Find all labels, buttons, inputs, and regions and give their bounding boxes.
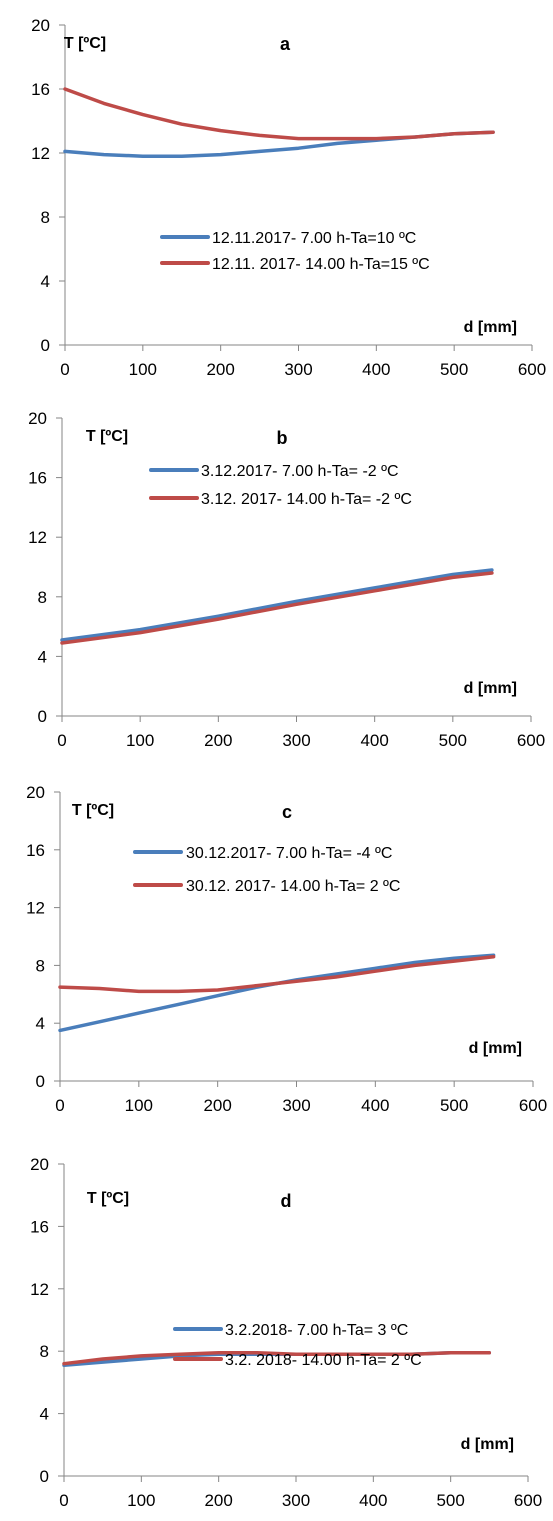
x-tick-label: 200 — [204, 1491, 232, 1510]
x-tick-label: 400 — [359, 1491, 387, 1510]
y-tick-label: 4 — [40, 1405, 49, 1424]
x-tick-label: 500 — [436, 1491, 464, 1510]
y-tick-label: 0 — [36, 1072, 45, 1091]
y-axis-title: T [ºC] — [72, 802, 114, 819]
legend-label: 12.11. 2017- 14.00 h-Ta=15 ºC — [212, 256, 430, 273]
x-axis-title: d [mm] — [469, 1040, 522, 1057]
y-tick-label: 0 — [41, 336, 50, 355]
x-tick-label: 200 — [203, 1096, 231, 1115]
series-line-afternoon — [62, 1351, 492, 1366]
panel-letter: c — [282, 802, 292, 822]
x-tick-label: 0 — [57, 731, 66, 750]
x-tick-label: 400 — [362, 360, 390, 379]
y-tick-label: 16 — [31, 80, 50, 99]
x-tick-label: 300 — [282, 731, 310, 750]
panel-letter: d — [281, 1191, 292, 1211]
y-axis-title: T [ºC] — [86, 428, 128, 445]
y-tick-label: 12 — [31, 144, 50, 163]
y-tick-label: 20 — [31, 16, 50, 35]
legend-label: 3.2.2018- 7.00 h-Ta= 3 ºC — [225, 1322, 408, 1339]
y-axis-title: T [ºC] — [87, 1190, 129, 1207]
legend-label: 3.12.2017- 7.00 h-Ta= -2 ºC — [201, 463, 399, 480]
x-axis-title: d [mm] — [464, 319, 517, 336]
x-tick-label: 600 — [514, 1491, 542, 1510]
x-tick-label: 0 — [55, 1096, 64, 1115]
x-tick-label: 100 — [127, 1491, 155, 1510]
y-tick-label: 4 — [36, 1014, 45, 1033]
x-tick-label: 600 — [517, 731, 545, 750]
x-tick-label: 0 — [60, 360, 69, 379]
x-tick-label: 100 — [129, 360, 157, 379]
y-tick-label: 8 — [41, 208, 50, 227]
x-tick-label: 0 — [59, 1491, 68, 1510]
series-line-afternoon — [60, 571, 494, 645]
x-tick-label: 500 — [440, 360, 468, 379]
legend-label: 12.11.2017- 7.00 h-Ta=10 ºC — [212, 230, 416, 247]
y-tick-label: 20 — [28, 409, 47, 428]
legend-label: 3.12. 2017- 14.00 h-Ta= -2 ºC — [201, 491, 412, 508]
y-axis-title: T [ºC] — [64, 35, 106, 52]
y-tick-label: 8 — [36, 956, 45, 975]
x-tick-label: 300 — [282, 1491, 310, 1510]
series-line-afternoon — [63, 87, 495, 141]
y-tick-label: 20 — [26, 783, 45, 802]
y-tick-label: 12 — [28, 528, 47, 547]
series-line-afternoon — [58, 954, 496, 994]
y-tick-label: 8 — [38, 588, 47, 607]
panel-letter: b — [277, 428, 288, 448]
y-tick-label: 20 — [30, 1155, 49, 1174]
x-tick-label: 100 — [125, 1096, 153, 1115]
legend-label: 30.12. 2017- 14.00 h-Ta= 2 ºC — [186, 878, 400, 895]
x-tick-label: 400 — [361, 1096, 389, 1115]
x-tick-label: 500 — [439, 731, 467, 750]
x-tick-label: 600 — [518, 360, 546, 379]
series-line-morning — [60, 568, 494, 642]
legend-label: 30.12.2017- 7.00 h-Ta= -4 ºC — [186, 845, 392, 862]
y-tick-label: 4 — [41, 272, 50, 291]
x-tick-label: 200 — [204, 731, 232, 750]
y-tick-label: 0 — [40, 1467, 49, 1486]
x-tick-label: 300 — [282, 1096, 310, 1115]
x-tick-label: 400 — [360, 731, 388, 750]
x-tick-label: 100 — [126, 731, 154, 750]
x-tick-label: 300 — [284, 360, 312, 379]
series-line-morning — [58, 953, 496, 1033]
x-tick-label: 200 — [206, 360, 234, 379]
x-tick-label: 500 — [440, 1096, 468, 1115]
x-tick-label: 600 — [519, 1096, 547, 1115]
x-axis-title: d [mm] — [461, 1436, 514, 1453]
x-axis-title: d [mm] — [464, 680, 517, 697]
y-tick-label: 16 — [28, 469, 47, 488]
y-tick-label: 16 — [26, 841, 45, 860]
y-tick-label: 12 — [26, 899, 45, 918]
y-tick-label: 0 — [38, 707, 47, 726]
y-tick-label: 16 — [30, 1217, 49, 1236]
y-tick-label: 4 — [38, 647, 47, 666]
y-tick-label: 8 — [40, 1342, 49, 1361]
y-tick-label: 12 — [30, 1280, 49, 1299]
legend-label: 3.2. 2018- 14.00 h-Ta= 2 ºC — [225, 1352, 422, 1369]
panel-letter: a — [280, 34, 291, 54]
